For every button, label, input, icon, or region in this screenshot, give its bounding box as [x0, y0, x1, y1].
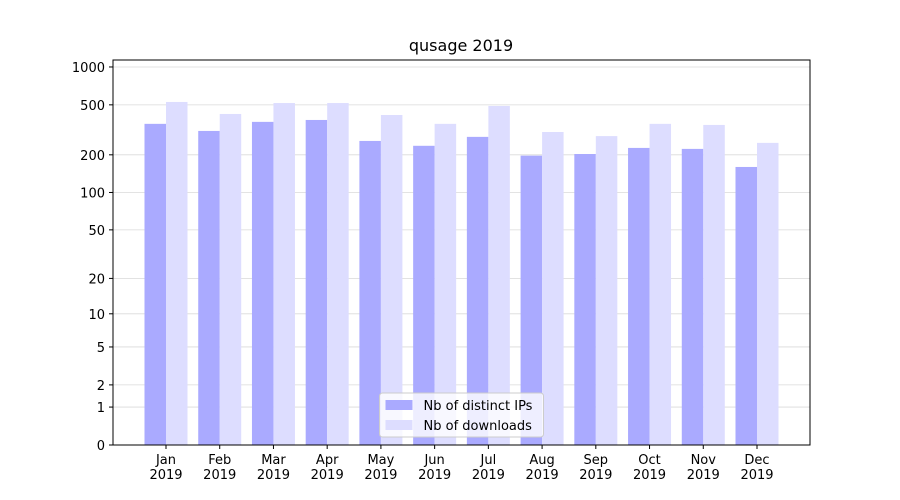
x-tick-label: May 2019	[364, 453, 398, 483]
legend-label: Nb of downloads	[424, 419, 533, 434]
bar	[703, 124, 725, 446]
y-tick-label: 10	[88, 308, 105, 323]
x-tick-label: Mar 2019	[256, 453, 290, 483]
y-tick-label: 100	[80, 186, 105, 201]
legend-box	[379, 392, 544, 438]
bar	[681, 148, 704, 445]
plot-frame	[112, 59, 811, 446]
y-tick-label: 1	[97, 401, 105, 416]
y-tick-label: 50	[88, 224, 105, 239]
bar	[166, 101, 188, 445]
bar	[488, 105, 510, 445]
bar	[198, 130, 220, 445]
bar	[413, 145, 435, 446]
y-tick-label: 1000	[72, 61, 105, 76]
y-tick-label: 20	[88, 272, 105, 287]
legend: Nb of distinct IPs Nb of downloads	[379, 392, 544, 438]
bar	[219, 113, 242, 446]
x-tick-label: Nov 2019	[686, 453, 720, 483]
bar	[466, 136, 489, 446]
bar	[327, 103, 349, 445]
bar	[757, 142, 779, 445]
bar	[542, 131, 564, 445]
y-tick-label: 200	[80, 149, 105, 164]
bar	[628, 147, 650, 445]
bar	[735, 166, 757, 445]
bar	[359, 140, 381, 445]
bar	[380, 115, 403, 446]
y-tick-label: 500	[80, 99, 105, 114]
bar	[251, 121, 274, 445]
x-tick-label: Aug 2019	[525, 453, 559, 483]
legend-swatch	[385, 420, 413, 430]
x-tick-label: Apr 2019	[310, 453, 344, 483]
bar	[649, 123, 672, 446]
bar	[574, 154, 596, 446]
legend-label: Nb of distinct IPs	[424, 399, 533, 414]
x-tick-label: Jan 2019	[149, 453, 183, 483]
y-tick-label: 2	[97, 379, 105, 394]
bar	[434, 123, 457, 446]
x-tick-label: Dec 2019	[740, 453, 774, 483]
x-tick-label: Oct 2019	[632, 453, 667, 483]
x-tick-label: Jun 2019	[418, 453, 452, 483]
bar	[305, 119, 328, 446]
y-tick-label: 5	[97, 341, 105, 356]
bar	[144, 123, 166, 446]
legend-swatch	[385, 400, 413, 410]
x-tick-label: Jul 2019	[471, 453, 505, 483]
bar	[595, 136, 618, 445]
x-tick-label: Sep 2019	[579, 453, 613, 483]
x-tick-label: Feb 2019	[203, 453, 237, 483]
chart-title: qusage 2019	[409, 36, 513, 55]
y-tick-label: 0	[97, 439, 105, 454]
bar	[520, 155, 543, 445]
bar	[273, 103, 295, 445]
